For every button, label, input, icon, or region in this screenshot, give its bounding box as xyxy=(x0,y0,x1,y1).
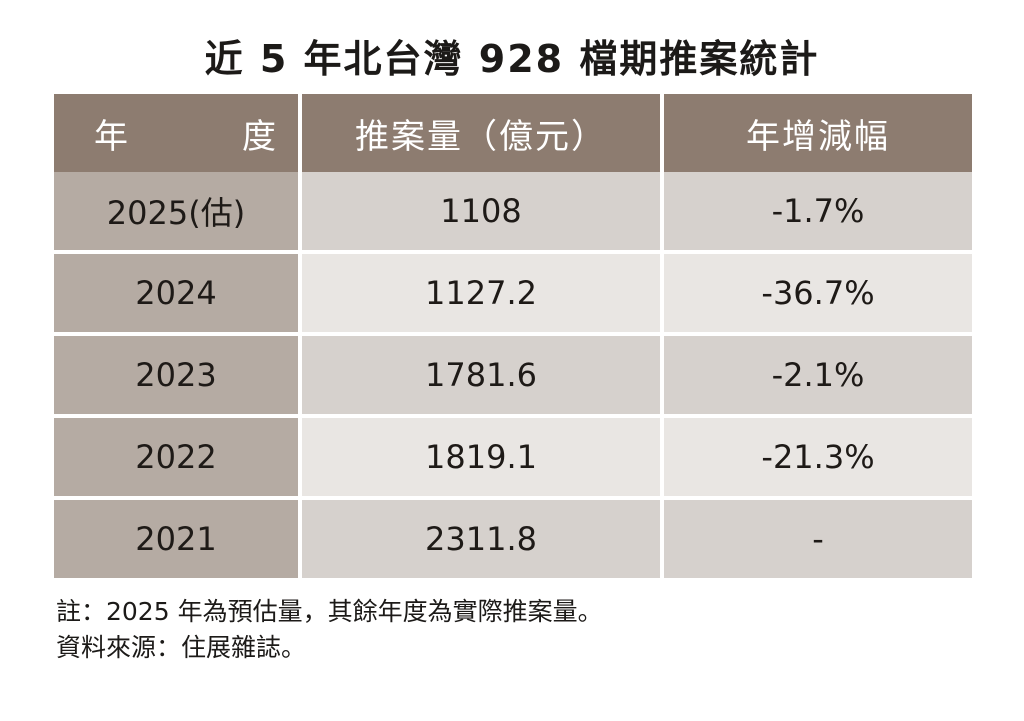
table-row: 2024 1127.2 -36.7% xyxy=(54,254,972,336)
footnote-note: 註：2025 年為預估量，其餘年度為實際推案量。 xyxy=(56,597,603,626)
cell-year: 2024 xyxy=(54,254,302,336)
cell-change: -1.7% xyxy=(664,172,972,254)
column-header-year: 年 度 xyxy=(54,94,302,172)
table-row: 2022 1819.1 -21.3% xyxy=(54,418,972,500)
footnotes: 註：2025 年為預估量，其餘年度為實際推案量。 資料來源：住展雜誌。 xyxy=(56,594,603,666)
cell-year: 2022 xyxy=(54,418,302,500)
cell-year: 2025(估) xyxy=(54,172,302,254)
cell-volume: 1819.1 xyxy=(302,418,664,500)
cell-volume: 2311.8 xyxy=(302,500,664,578)
cell-year: 2021 xyxy=(54,500,302,578)
column-header-volume: 推案量（億元） xyxy=(302,94,664,172)
table-header-row: 年 度 推案量（億元） 年增減幅 xyxy=(54,94,972,172)
data-table: 年 度 推案量（億元） 年增減幅 2025(估) 1108 -1.7% 2024… xyxy=(54,94,972,578)
cell-change: -2.1% xyxy=(664,336,972,418)
cell-change: -21.3% xyxy=(664,418,972,500)
cell-change: -36.7% xyxy=(664,254,972,336)
footnote-source: 資料來源：住展雜誌。 xyxy=(56,633,307,662)
cell-year: 2023 xyxy=(54,336,302,418)
cell-volume: 1781.6 xyxy=(302,336,664,418)
column-header-change: 年增減幅 xyxy=(664,94,972,172)
chart-title: 近 5 年北台灣 928 檔期推案統計 xyxy=(204,37,820,81)
table-row: 2021 2311.8 - xyxy=(54,500,972,578)
cell-volume: 1127.2 xyxy=(302,254,664,336)
table-row: 2025(估) 1108 -1.7% xyxy=(54,172,972,254)
cell-change: - xyxy=(664,500,972,578)
table-row: 2023 1781.6 -2.1% xyxy=(54,336,972,418)
cell-volume: 1108 xyxy=(302,172,664,254)
